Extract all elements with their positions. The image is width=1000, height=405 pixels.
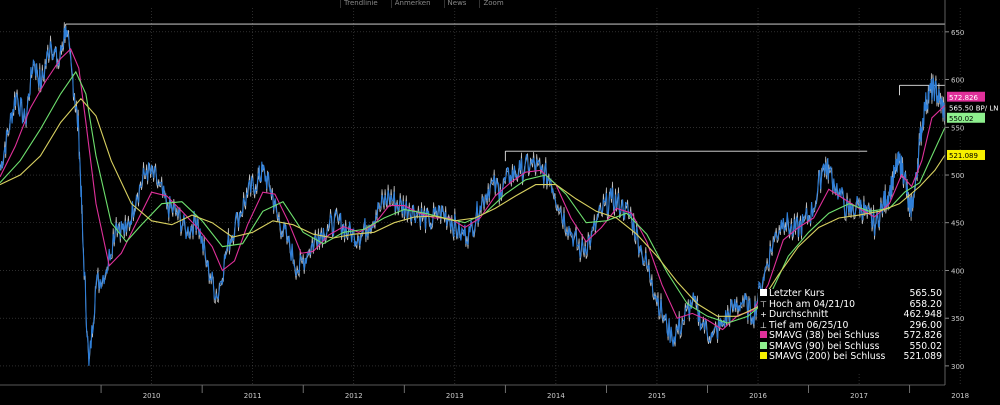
x-tick-label: 2013 [446, 392, 464, 400]
x-tick-label: 2017 [850, 392, 868, 400]
legend-value: 521.089 [903, 351, 942, 362]
price-label-box [947, 112, 985, 123]
toolbar-trendline-button[interactable]: Trendlinie [340, 0, 381, 8]
x-tick-label: 2015 [648, 392, 666, 400]
x-tick-label: 2010 [143, 392, 161, 400]
y-tick-label: 500 [951, 172, 964, 180]
legend-label: SMAVG (200) bei Schluss [769, 351, 886, 362]
legend-square-marker [758, 331, 769, 342]
legend-value: 658.20 [909, 298, 942, 310]
legend-label: Tief am 06/25/10 [769, 319, 849, 331]
x-axis: 2010 2011 2012 2013 2014 2015 2016 2017 2018 [0, 384, 969, 400]
price-label-box [947, 91, 985, 102]
toolbar-annotate-button[interactable]: Anmerken [390, 0, 434, 8]
x-tick-label: 2016 [749, 392, 767, 400]
price-label-text: 550.02 [949, 115, 974, 123]
legend-value: 550.02 [909, 340, 942, 352]
legend-row-sma200: SMAVG (200) bei Schluss 521.089 [758, 351, 944, 363]
price-label-text: 565.50 BP/ LN [949, 104, 998, 112]
sma-line [0, 48, 946, 331]
legend-row-last-price: Letzter Kurs 565.50 [758, 288, 944, 300]
y-tick-label: 350 [951, 315, 964, 323]
x-tick-label: 2014 [547, 392, 565, 400]
legend-label: SMAVG (38) bei Schluss [769, 330, 880, 341]
price-label-box [947, 149, 985, 160]
legend-average-marker: + [760, 310, 767, 319]
legend-square-marker [758, 289, 769, 300]
sma-line [0, 97, 946, 317]
toolbar-zoom-button[interactable]: Zoom [479, 0, 506, 8]
legend-square-marker [758, 341, 769, 353]
price-label-text: 572.826 [949, 94, 978, 102]
legend-row-sma90: SMAVG (90) bei Schluss 550.02 [758, 340, 944, 353]
price-labels: 572.826 565.50 BP/ LN 550.02 521.089 [946, 91, 1000, 160]
legend-high-marker: ⊤ [760, 299, 767, 309]
legend-row-high: ⊤ Hoch am 04/21/10 658.20 [758, 298, 944, 311]
legend-row-low: ⊥ Tief am 06/25/10 296.00 [758, 319, 944, 332]
price-label-box [946, 101, 1000, 113]
legend-label: Durchschnitt [769, 309, 829, 320]
legend-value: 462.948 [903, 309, 942, 320]
legend-row-average: + Durchschnitt 462.948 [758, 309, 944, 321]
sma-line [0, 70, 946, 324]
y-tick-label: 650 [951, 29, 964, 37]
x-tick-label: 2011 [244, 392, 262, 400]
legend-square-marker [758, 352, 769, 363]
toolbar-news-button[interactable]: News [443, 0, 470, 8]
chart-legend: Letzter Kurs 565.50 ⊤ Hoch am 04/21/10 6… [758, 288, 944, 373]
legend-value: 296.00 [909, 319, 942, 331]
legend-value: 565.50 [909, 288, 942, 299]
legend-label: Letzter Kurs [769, 288, 825, 299]
x-tick-label: 2018 [951, 392, 969, 400]
y-tick-label: 300 [951, 363, 964, 371]
y-axis: 650 600 550 500 450 400 350 300 [944, 0, 964, 385]
legend-label: Hoch am 04/21/10 [769, 298, 856, 310]
y-tick-label: 400 [951, 267, 964, 275]
y-tick-label: 600 [951, 77, 964, 85]
price-line [0, 26, 946, 366]
y-tick-label: 550 [951, 124, 964, 132]
legend-value: 572.826 [903, 330, 942, 341]
y-tick-label: 450 [951, 220, 964, 228]
legend-row-sma38: SMAVG (38) bei Schluss 572.826 [758, 330, 944, 342]
x-tick-label: 2012 [345, 392, 363, 400]
chart-toolbar: Trendlinie Anmerken News Zoom [340, 0, 507, 8]
price-label-text: 521.089 [949, 152, 978, 160]
legend-low-marker: ⊥ [760, 320, 767, 330]
series-group [0, 22, 946, 366]
legend-label: SMAVG (90) bei Schluss [769, 340, 880, 352]
